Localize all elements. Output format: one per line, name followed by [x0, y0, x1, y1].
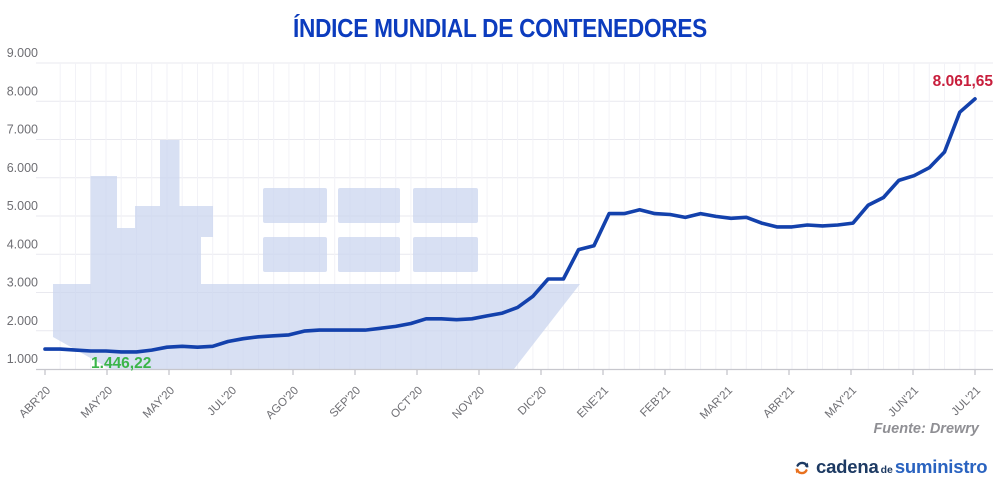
ship-container: [413, 237, 478, 272]
sync-arrow-top-head: [804, 462, 809, 468]
ship-container: [338, 237, 400, 272]
ship-superstructure: [90, 140, 213, 284]
x-tick-label: FEB'21: [638, 385, 673, 420]
x-tick-label: JUL'21: [950, 385, 984, 419]
data-line: [43, 97, 977, 354]
ship-container: [263, 188, 327, 223]
y-tick-label: 7.000: [7, 123, 38, 137]
max-value-label: 8.061,65: [933, 73, 994, 90]
x-tick-label: MAY'20: [79, 385, 115, 421]
ship-container: [413, 188, 478, 223]
x-axis: ABR'20 MAY'20 MAY'20 JUL'20 AGO'20 SEP'20 OCT'…: [17, 368, 993, 422]
x-tick-label: JUN'21: [886, 385, 921, 420]
y-tick-label: 1.000: [7, 352, 38, 366]
x-tick-label: NOV'20: [450, 385, 487, 422]
x-tick-label: SEP'20: [328, 385, 363, 420]
brand-word-cadena: cadena: [816, 456, 879, 477]
x-tick-label: MAR'21: [698, 385, 735, 422]
chart-title: ÍNDICE MUNDIAL DE CONTENEDORES: [292, 13, 708, 43]
y-tick-label: 8.000: [7, 84, 38, 98]
x-tick-label: MAY'21: [823, 385, 859, 421]
sync-arrow-bottom-head: [795, 468, 800, 474]
y-tick-label: 2.000: [7, 314, 38, 328]
x-tick-label: MAY'20: [141, 385, 177, 421]
y-tick-label: 5.000: [7, 199, 38, 213]
sync-arrows-icon: [795, 461, 809, 475]
x-tick-label: ABR'20: [17, 385, 53, 421]
x-tick-label: OCT'20: [389, 385, 425, 421]
brand-logo: cadena de suministro: [794, 456, 988, 478]
source-note: Fuente: Drewry: [873, 421, 979, 437]
x-tick-label: ENE'21: [575, 385, 611, 421]
brand-word-de: de: [880, 464, 893, 476]
x-tick-label: ABR'21: [761, 385, 797, 421]
ship-container: [338, 188, 400, 223]
min-value-label: 1.446,22: [91, 355, 151, 372]
brand-word-suministro: suministro: [894, 456, 988, 477]
y-tick-label: 4.000: [7, 237, 38, 251]
y-tick-label: 6.000: [7, 161, 38, 175]
line-chart: 9.000 8.000 7.000 6.000 5.000 4.000 3.000 2.000…: [7, 46, 994, 422]
ship-container: [263, 237, 327, 272]
x-tick-label: AGO'20: [264, 385, 301, 422]
x-tick-label: JUL'20: [206, 385, 240, 419]
x-tick-label: DIC'20: [516, 385, 549, 418]
y-tick-label: 3.000: [7, 276, 38, 290]
y-tick-label: 9.000: [7, 46, 38, 60]
